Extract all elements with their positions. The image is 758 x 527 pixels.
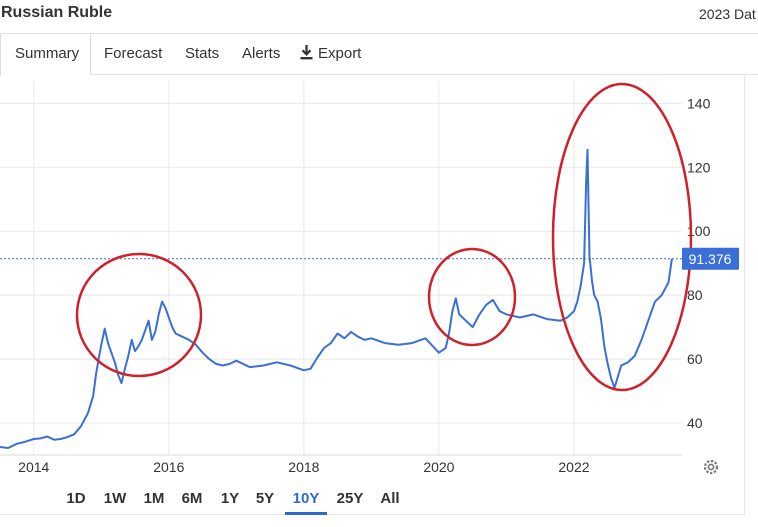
- tab-export-label: Export: [318, 45, 362, 62]
- current-value-badge: 91.376: [682, 247, 739, 270]
- tab-export[interactable]: Export: [300, 34, 361, 74]
- chart-frame: 40 60 80 100 120 140 2014 2016 2018 2020 2022 91.…: [0, 75, 745, 515]
- date-note: 2023 Dat: [699, 6, 756, 22]
- range-1y[interactable]: 1Y: [220, 490, 240, 507]
- gear-icon[interactable]: [703, 459, 719, 475]
- range-6m[interactable]: 6M: [181, 490, 203, 507]
- x-tick-label: 2022: [558, 459, 589, 475]
- range-1w[interactable]: 1W: [103, 490, 127, 507]
- annotation-ellipse: [75, 252, 203, 378]
- range-1m[interactable]: 1M: [143, 490, 165, 507]
- grid: [0, 81, 682, 455]
- price-chart[interactable]: 40 60 80 100 120 140 2014 2016 2018 2020 2022 91.…: [0, 75, 745, 515]
- series-line: [0, 148, 673, 449]
- annotation-ellipse: [551, 82, 693, 392]
- tab-alerts[interactable]: Alerts: [242, 45, 281, 62]
- x-tick-label: 2016: [153, 459, 184, 475]
- range-25y[interactable]: 25Y: [336, 490, 364, 507]
- x-axis: 2014 2016 2018 2020 2022: [0, 454, 682, 475]
- page-title: Russian Ruble: [1, 4, 113, 21]
- range-5y[interactable]: 5Y: [255, 490, 275, 507]
- annotation-ellipse: [427, 247, 517, 347]
- tab-bar: Summary Forecast Stats Alerts Export: [0, 33, 758, 75]
- y-tick-label: 40: [687, 415, 703, 431]
- x-tick-label: 2014: [18, 459, 49, 475]
- x-tick-label: 2018: [288, 459, 319, 475]
- y-axis: 40 60 80 100 120 140: [687, 95, 711, 431]
- y-tick-label: 120: [687, 159, 711, 175]
- current-value-label: 91.376: [689, 251, 732, 267]
- tab-summary[interactable]: Summary: [0, 34, 92, 75]
- range-10y[interactable]: 10Y: [285, 482, 327, 515]
- range-selector: 1D 1W 1M 6M 1Y 5Y 10Y 25Y All: [0, 482, 745, 516]
- y-tick-label: 60: [687, 351, 703, 367]
- annotations: [75, 82, 693, 392]
- y-tick-label: 80: [687, 287, 703, 303]
- range-1d[interactable]: 1D: [66, 490, 86, 507]
- header: Russian Ruble 2023 Dat: [0, 0, 758, 30]
- download-icon: [300, 45, 313, 60]
- y-tick-label: 140: [687, 95, 711, 111]
- range-all[interactable]: All: [380, 490, 400, 507]
- tab-forecast[interactable]: Forecast: [104, 45, 163, 62]
- x-tick-label: 2020: [423, 459, 454, 475]
- tab-stats[interactable]: Stats: [185, 45, 220, 62]
- y-tick-label: 100: [687, 223, 711, 239]
